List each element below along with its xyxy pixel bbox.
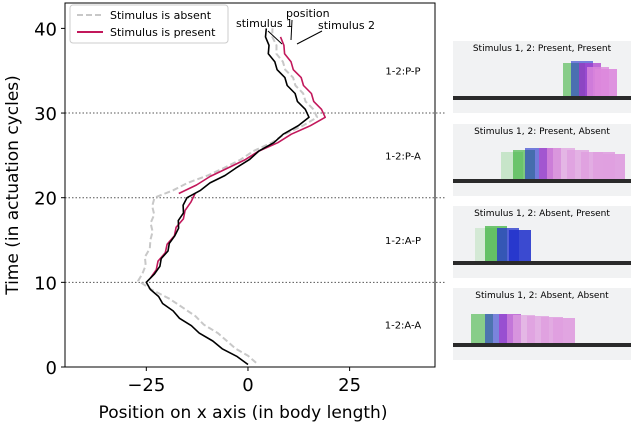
annotation-arrow	[296, 30, 323, 45]
y-tick-label: 10	[34, 273, 57, 294]
robot-snapshot	[509, 230, 531, 263]
absent-stimulus-line	[137, 28, 319, 364]
phase-label: 1-2:P-P	[385, 67, 420, 78]
phase-label: 1-2:A-P	[385, 236, 421, 247]
y-tick-label: 30	[34, 104, 57, 125]
x-tick-label: 0	[242, 375, 253, 396]
phase-label: 1-2:A-A	[385, 321, 422, 332]
ground-floor	[453, 179, 631, 183]
panel-title: Stimulus 1, 2: Present, Absent	[474, 127, 610, 137]
robot-snapshot	[553, 318, 575, 345]
panel-title: Stimulus 1, 2: Absent, Absent	[475, 291, 609, 301]
y-axis-label: Time (in actuation cycles)	[3, 75, 23, 296]
simulation-panel: Stimulus 1, 2: Absent, Present	[453, 206, 631, 278]
x-tick-label: 25	[338, 375, 361, 396]
present-stimulus-line	[178, 36, 326, 195]
annotation-label: stimulus 2	[318, 19, 375, 32]
x-axis-label: Position on x axis (in body length)	[99, 403, 388, 423]
position-line	[145, 28, 310, 366]
legend-box	[69, 4, 229, 44]
ground-floor	[453, 343, 631, 347]
annotation-label: position	[286, 7, 330, 20]
trajectory-chart: −25 0 25 0 10 20 30 40 Position on x axis (in bo…	[3, 2, 445, 423]
phase-label: 1-2:P-A	[385, 151, 421, 162]
panel-title: Stimulus 1, 2: Present, Present	[472, 44, 612, 54]
ground-floor	[453, 261, 631, 265]
y-tick-label: 0	[46, 358, 57, 379]
y-tick-label: 20	[34, 189, 57, 210]
plot-frame	[64, 2, 436, 368]
robot-snapshot	[595, 69, 617, 98]
simulation-panel: Stimulus 1, 2: Present, Absent	[453, 124, 631, 196]
annotation-arrow	[290, 19, 293, 41]
simulation-panel: Stimulus 1, 2: Absent, Absent	[453, 288, 631, 360]
y-tick-label: 40	[34, 19, 57, 40]
annotation-label: stimulus 1	[236, 17, 293, 30]
present-stimulus-line	[149, 193, 196, 279]
ground-floor	[453, 96, 631, 100]
simulation-panel: Stimulus 1, 2: Present, Present	[453, 41, 631, 113]
legend-label-absent: Stimulus is absent	[110, 9, 212, 22]
legend-label-present: Stimulus is present	[110, 26, 216, 39]
x-tick-label: −25	[127, 375, 165, 396]
robot-snapshot	[603, 154, 625, 181]
annotation-arrow	[267, 30, 283, 45]
panel-title: Stimulus 1, 2: Absent, Present	[474, 209, 610, 219]
